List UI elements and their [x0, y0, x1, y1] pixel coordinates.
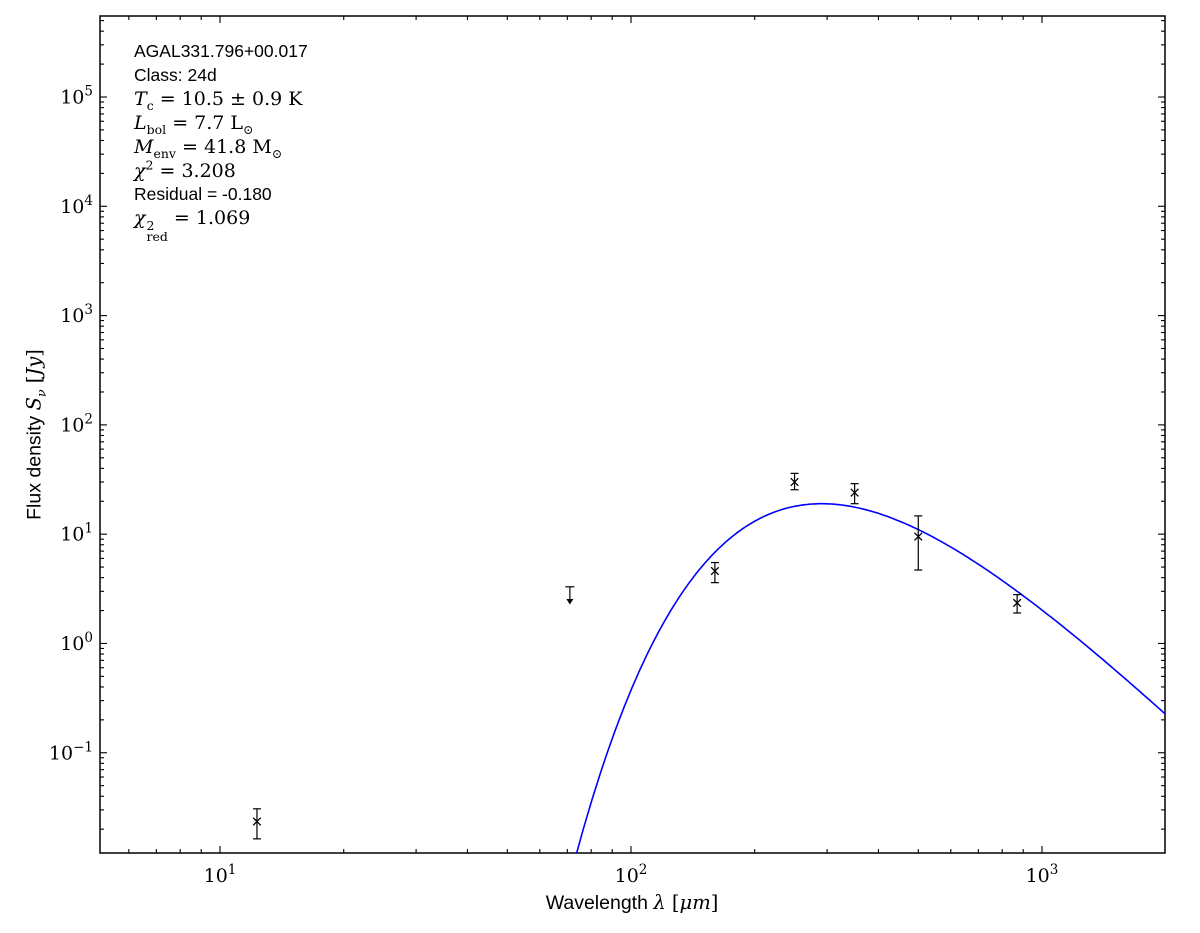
chi2red-sub: red	[146, 229, 168, 245]
xlabel-bracket-close: ]	[710, 891, 719, 914]
annotation-class: Class: 24d	[134, 64, 217, 85]
data-point	[790, 472, 799, 491]
menv-var: M	[134, 135, 154, 158]
x-tick-label: 103	[1026, 862, 1059, 887]
jansky-unit: Jy	[22, 356, 46, 376]
chi2-sup: 2	[145, 157, 154, 173]
annotation-chi2red: χ 2 red = 1.069	[134, 207, 308, 242]
y-tick-label: 101	[60, 521, 93, 546]
lbol-sub: bol	[146, 121, 167, 137]
fit-annotation: AGAL331.796+00.017 Class: 24d Tc = 10.5 …	[134, 40, 308, 243]
y-tick-label: 103	[60, 302, 93, 327]
x-axis-label: Wavelength λ [μm]	[382, 891, 882, 915]
x-tick-labels: 101 102 103	[204, 862, 1059, 887]
y-tick-label: 105	[60, 84, 93, 109]
data-point	[850, 483, 859, 505]
xlabel-bracket-open: [	[665, 891, 680, 914]
flux-symbol: S	[22, 397, 46, 411]
annotation-residual: Residual = -0.180	[134, 184, 272, 205]
chi2-value: = 3.208	[153, 159, 236, 182]
plot-frame	[99, 15, 1166, 854]
chi2red-value: = 1.069	[167, 207, 251, 230]
annotation-tc: Tc = 10.5 ± 0.9 K	[134, 88, 308, 112]
chi2red-sup: 2	[146, 217, 155, 233]
x-marker	[850, 488, 859, 497]
lbol-var: L	[134, 111, 147, 134]
x-tick-label: 101	[204, 862, 237, 887]
x-marker	[790, 477, 799, 487]
data-point	[914, 515, 923, 571]
x-marker	[710, 566, 720, 576]
lambda-symbol: λ	[653, 891, 666, 914]
upper-limit-point	[565, 586, 575, 605]
photometry-points	[252, 472, 1022, 840]
x-marker	[1012, 598, 1022, 608]
ylabel-bracket-open: [	[22, 375, 46, 390]
annotation-lbol: Lbol = 7.7 L⊙	[134, 112, 308, 136]
x-tick-label: 102	[615, 862, 648, 887]
tc-value: = 10.5 ± 0.9 K	[153, 87, 303, 110]
annotation-chi2: χ2 = 3.208	[134, 157, 308, 184]
sun-symbol: ⊙	[243, 121, 254, 137]
x-marker	[252, 817, 262, 826]
micron-unit: μm	[679, 891, 711, 914]
greybody-fit-curve	[575, 502, 1165, 853]
data-point	[710, 561, 720, 584]
y-tick-labels: 10−1 100 101 102 103 104 105	[49, 84, 93, 765]
ylabel-bracket-close: ]	[22, 349, 46, 357]
annotation-source: AGAL331.796+00.017	[134, 41, 308, 61]
down-arrow-icon	[566, 599, 574, 605]
x-marker	[914, 532, 923, 541]
data-point	[1012, 593, 1022, 614]
data-point	[252, 808, 262, 840]
nu-symbol: ν	[33, 389, 49, 398]
y-axis-label: Flux density Sν [Jy]	[23, 235, 50, 635]
chi2-var: χ	[134, 159, 146, 182]
y-tick-label: 102	[60, 411, 93, 436]
tc-sub: c	[146, 97, 154, 113]
menv-sub: env	[153, 145, 176, 161]
chi2red-supsub: 2 red	[146, 217, 168, 245]
sun-symbol: ⊙	[271, 145, 283, 161]
ylabel-word: Flux density	[23, 410, 46, 520]
lbol-value: = 7.7 L	[166, 111, 244, 134]
xlabel-word: Wavelength	[545, 892, 654, 914]
y-tick-label: 104	[60, 193, 93, 218]
chi2red-var: χ	[134, 207, 146, 230]
tc-var: T	[134, 87, 147, 110]
y-tick-label: 10−1	[49, 739, 93, 764]
annotation-menv: Menv = 41.8 M⊙	[134, 136, 308, 160]
menv-value: = 41.8 M	[175, 135, 272, 158]
y-tick-label: 100	[60, 630, 93, 655]
